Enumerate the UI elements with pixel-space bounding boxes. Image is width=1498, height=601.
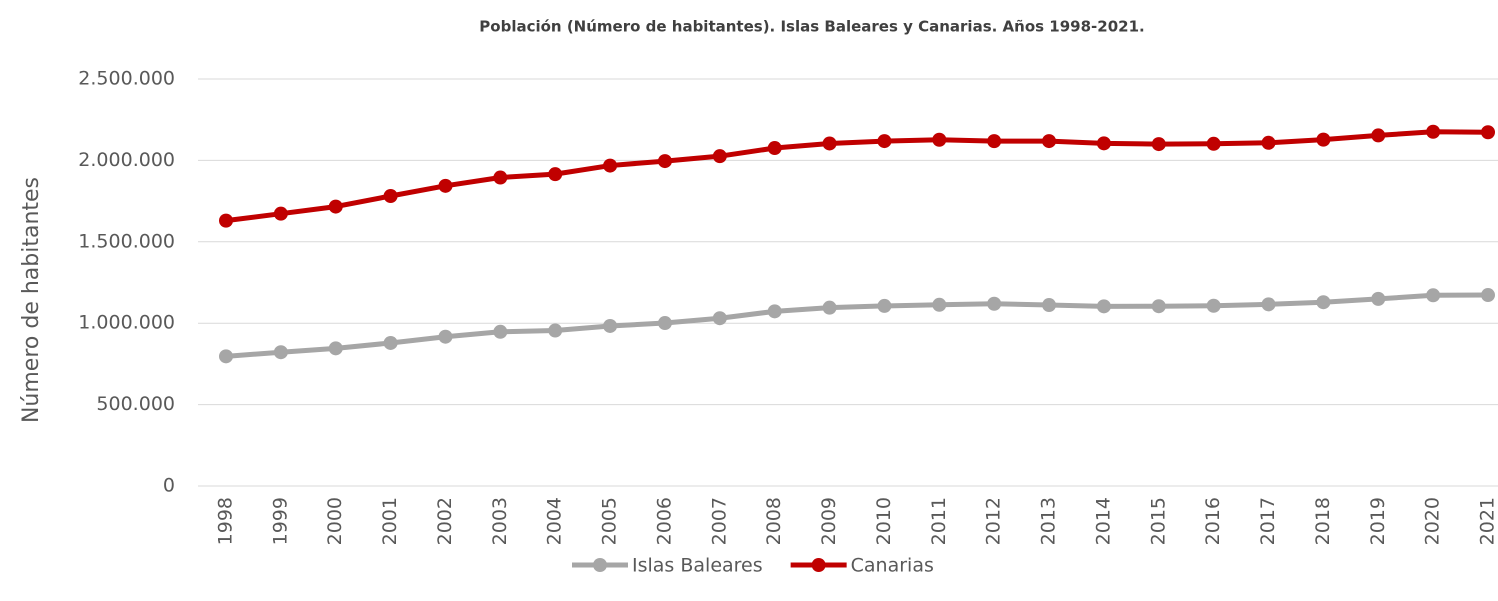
data-point bbox=[1426, 124, 1441, 139]
data-point bbox=[877, 298, 892, 313]
x-tick-label: 2019 bbox=[1367, 497, 1389, 545]
data-point bbox=[1316, 132, 1331, 147]
data-point bbox=[548, 323, 563, 338]
x-tick-label: 2015 bbox=[1147, 497, 1169, 545]
x-tick-label: 1998 bbox=[215, 497, 237, 545]
chart-title: Población (Número de habitantes). Islas … bbox=[479, 18, 1144, 36]
data-point bbox=[1206, 298, 1221, 313]
x-tick-label: 2006 bbox=[653, 497, 675, 545]
data-point bbox=[1151, 137, 1166, 152]
data-point bbox=[328, 199, 343, 214]
x-tick-label: 2008 bbox=[763, 497, 785, 545]
data-point bbox=[1481, 288, 1495, 303]
data-point bbox=[1261, 297, 1276, 312]
x-tick-label: 2020 bbox=[1422, 497, 1444, 545]
data-point bbox=[1481, 125, 1495, 140]
series-line bbox=[225, 292, 1489, 359]
data-point bbox=[273, 206, 288, 221]
y-tick-label: 1.000.000 bbox=[78, 312, 175, 334]
x-tick-label: 2002 bbox=[434, 497, 456, 545]
data-point bbox=[877, 134, 892, 149]
legend-swatch-marker bbox=[593, 558, 607, 572]
data-point bbox=[657, 316, 672, 331]
x-tick-label: 2010 bbox=[873, 497, 895, 545]
y-tick-label: 2.000.000 bbox=[78, 149, 175, 171]
data-point bbox=[603, 318, 618, 333]
data-point bbox=[712, 149, 727, 164]
data-point bbox=[383, 335, 398, 350]
x-tick-label: 2018 bbox=[1312, 497, 1334, 545]
data-point bbox=[1042, 134, 1057, 149]
data-point bbox=[822, 300, 837, 315]
legend-label: Islas Baleares bbox=[632, 555, 763, 577]
data-point bbox=[493, 170, 508, 185]
data-point bbox=[822, 136, 837, 151]
x-tick-label: 2003 bbox=[489, 497, 511, 545]
x-tick-label: 2017 bbox=[1257, 497, 1279, 545]
data-point bbox=[1316, 295, 1331, 310]
x-tick-label: 2011 bbox=[928, 497, 950, 545]
x-tick-label: 2004 bbox=[544, 497, 566, 545]
data-point bbox=[1096, 299, 1111, 314]
y-axis-title: Número de habitantes bbox=[19, 177, 44, 423]
data-point bbox=[932, 297, 947, 312]
legend-label: Canarias bbox=[851, 555, 934, 577]
x-tick-label: 2005 bbox=[599, 497, 621, 545]
data-point bbox=[1042, 298, 1057, 313]
series-line bbox=[225, 129, 1489, 224]
data-point bbox=[767, 304, 782, 319]
data-point bbox=[548, 167, 563, 182]
data-point bbox=[438, 329, 453, 344]
data-point bbox=[1261, 135, 1276, 150]
data-point bbox=[987, 134, 1002, 149]
data-point bbox=[219, 213, 233, 228]
y-tick-label: 500.000 bbox=[96, 393, 175, 415]
x-tick-label: 2009 bbox=[818, 497, 840, 545]
data-point bbox=[273, 345, 288, 360]
x-tick-label: 2013 bbox=[1038, 497, 1060, 545]
x-tick-label: 2021 bbox=[1477, 497, 1498, 545]
x-tick-label: 2001 bbox=[379, 497, 401, 545]
data-point bbox=[1096, 136, 1111, 151]
x-tick-label: 2014 bbox=[1092, 497, 1114, 545]
y-tick-label: 0 bbox=[163, 475, 175, 497]
data-point bbox=[438, 178, 453, 193]
data-point bbox=[1206, 136, 1221, 151]
legend-swatch-marker bbox=[811, 558, 826, 572]
data-point bbox=[1371, 291, 1386, 306]
data-point bbox=[1426, 288, 1441, 303]
data-point bbox=[1371, 128, 1386, 143]
data-point bbox=[767, 141, 782, 156]
x-tick-label: 1999 bbox=[269, 497, 291, 545]
x-tick-label: 2007 bbox=[708, 497, 730, 545]
data-point bbox=[328, 341, 343, 356]
x-tick-label: 2012 bbox=[983, 497, 1005, 545]
data-point bbox=[219, 349, 233, 364]
data-point bbox=[603, 158, 618, 173]
data-point bbox=[987, 296, 1002, 311]
data-point bbox=[712, 311, 727, 326]
x-tick-label: 2016 bbox=[1202, 497, 1224, 545]
data-point bbox=[932, 132, 947, 147]
y-tick-label: 1.500.000 bbox=[78, 230, 175, 252]
data-point bbox=[493, 324, 508, 339]
y-tick-label: 2.500.000 bbox=[78, 68, 175, 90]
x-tick-label: 2000 bbox=[324, 497, 346, 545]
data-point bbox=[1151, 299, 1166, 314]
data-point bbox=[383, 188, 398, 203]
data-point bbox=[657, 154, 672, 169]
